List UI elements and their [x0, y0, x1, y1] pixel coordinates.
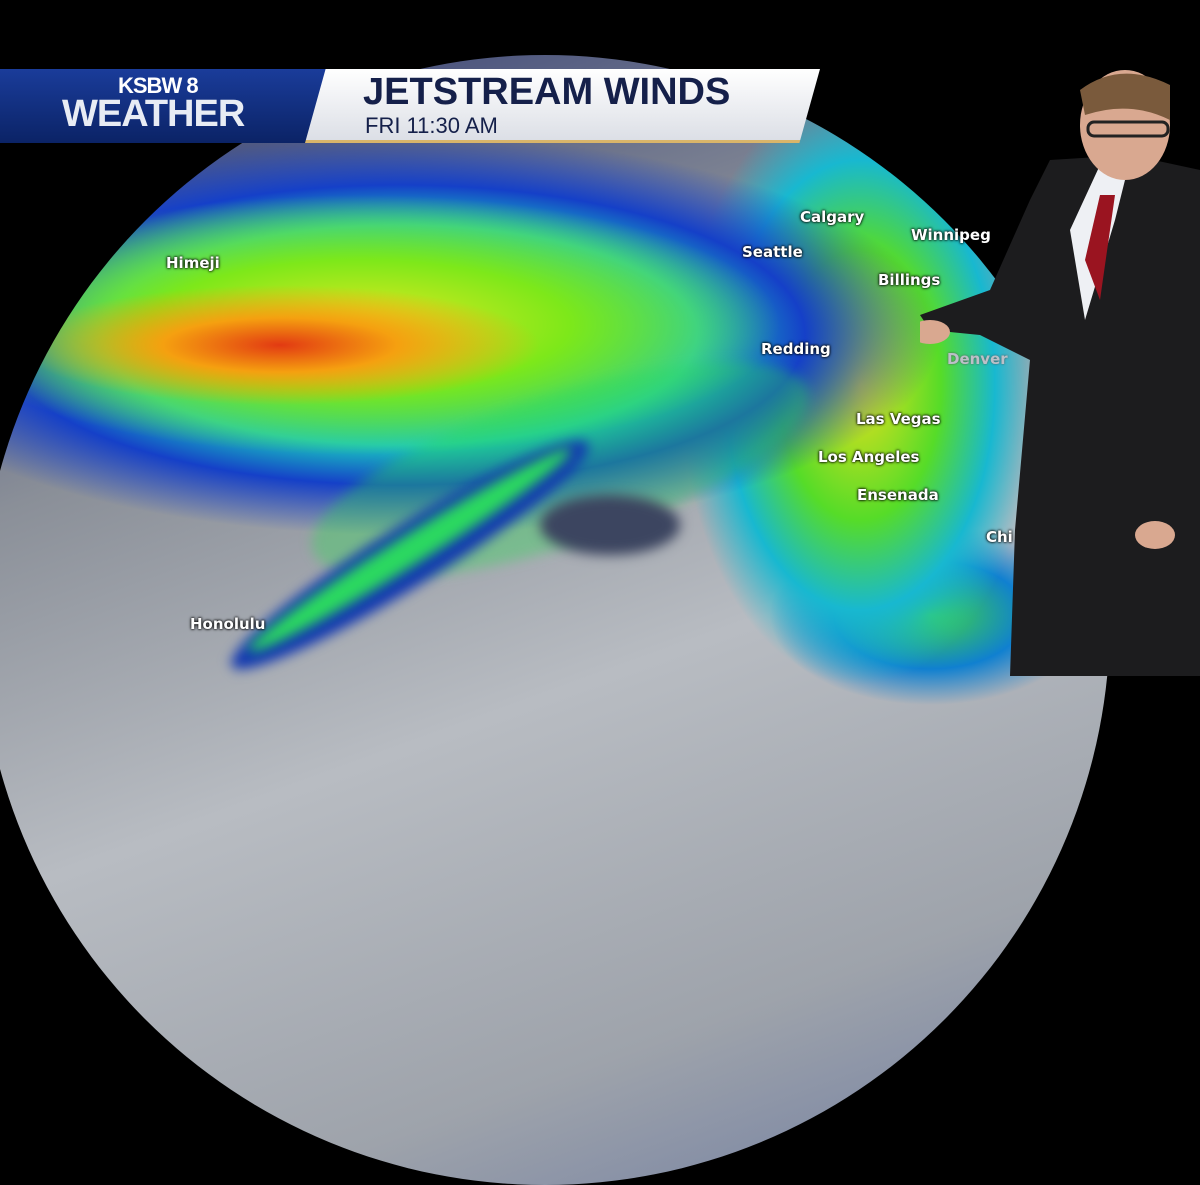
city-label: Honolulu [190, 615, 266, 633]
city-label: Billings [878, 271, 941, 289]
city-label: Ensenada [857, 486, 939, 504]
city-label: Redding [761, 340, 831, 358]
station-name: KSBW 8 [118, 73, 199, 98]
city-label: Calgary [800, 208, 865, 226]
city-label: Chi [986, 528, 1013, 546]
page-title: JETSTREAM WINDS [363, 71, 731, 113]
city-label: Denver [947, 350, 1008, 368]
low-pressure-region [540, 495, 680, 555]
city-label: Winnipeg [911, 226, 991, 244]
city-label: Himeji [166, 254, 220, 272]
brand-name: WEATHER [62, 93, 245, 135]
city-label: Las Vegas [856, 410, 941, 428]
city-label: Seattle [742, 243, 803, 261]
weather-presenter [920, 70, 1200, 676]
title-panel: JETSTREAM WINDS FRI 11:30 AM [305, 69, 820, 143]
city-label: Los Angeles [818, 448, 920, 466]
forecast-time: FRI 11:30 AM [365, 113, 498, 138]
ksbw-weather-logo: KSBW 8 WEATHER [0, 69, 345, 143]
header-banner: KSBW 8 WEATHER JETSTREAM WINDS FRI 11:30… [0, 69, 820, 143]
